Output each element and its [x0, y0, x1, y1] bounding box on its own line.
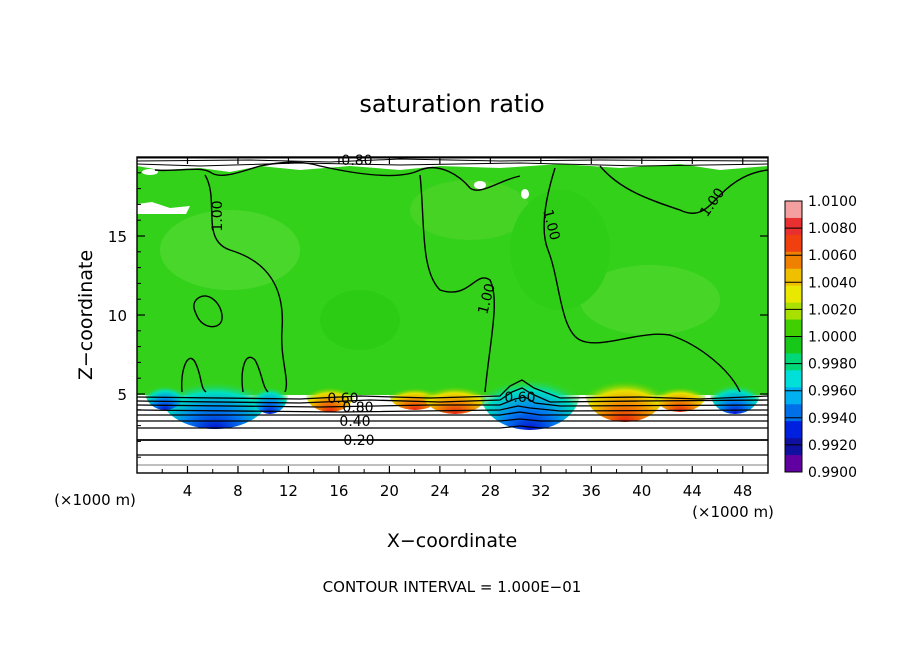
- contour-label: 1.00: [475, 282, 499, 316]
- contour-label: 0.60: [327, 391, 358, 407]
- y-tick-label: 5: [117, 386, 127, 404]
- colorbar-swatch: [785, 251, 802, 270]
- x-axis-unit-right: (×1000 m): [692, 503, 774, 521]
- x-tick-label: 40: [632, 482, 651, 500]
- colorbar-label: 0.9920: [808, 438, 857, 454]
- contour-label: 0.80: [341, 153, 372, 169]
- x-tick-label: 8: [233, 482, 243, 500]
- colorbar-swatch: [785, 234, 802, 253]
- colorbar-swatch: [785, 370, 802, 388]
- x-tick-label: 28: [481, 482, 500, 500]
- contour-label: 0.40: [339, 414, 370, 430]
- x-tick-label: 16: [329, 482, 348, 500]
- colorbar-swatch: [785, 217, 802, 236]
- unity-contours: [154, 161, 768, 393]
- colorbar-swatch: [785, 302, 802, 321]
- colorbar-label: 0.9940: [808, 411, 857, 427]
- colorbar-swatch: [785, 201, 802, 219]
- colorbar-label: 0.9900: [808, 465, 857, 481]
- colorbar-label: 1.0000: [808, 330, 857, 346]
- colorbar-swatch: [785, 387, 802, 405]
- colorbar-label: 1.0080: [808, 221, 857, 237]
- colorbar: 1.0100 1.0080 1.0060 1.0040 1.0020 1.0000 0.99…: [784, 194, 857, 481]
- plot-area: [137, 157, 768, 473]
- x-tick-label: 24: [430, 482, 449, 500]
- y-axis-ticks: 5 10 15: [108, 172, 768, 458]
- x-axis-unit-left: (×1000 m): [54, 491, 136, 509]
- colorbar-swatch: [785, 353, 802, 371]
- colorbar-swatch: [785, 319, 802, 337]
- x-tick-label: 48: [733, 482, 752, 500]
- contour-label: 0.60: [504, 390, 535, 406]
- top-boundary-contours: [137, 157, 768, 167]
- x-tick-label: 4: [183, 482, 193, 500]
- colorbar-label: 0.9980: [808, 357, 857, 373]
- colorbar-swatch: [785, 336, 802, 354]
- colorbar-swatch: [785, 421, 802, 439]
- colorbar-swatch: [785, 268, 802, 287]
- colorbar-swatch: [785, 438, 802, 456]
- y-axis-label: Z−coordinate: [75, 250, 97, 380]
- y-tick-label: 15: [108, 228, 127, 246]
- contour-label: 0.20: [343, 433, 374, 449]
- colorbar-label: 1.0020: [808, 302, 857, 318]
- colorbar-label: 0.9960: [808, 384, 857, 400]
- colorbar-label: 1.0040: [808, 275, 857, 291]
- colorbar-label: 1.0100: [808, 194, 857, 210]
- contour-label: 0.80: [342, 400, 373, 416]
- x-tick-label: 12: [279, 482, 298, 500]
- x-tick-label: 44: [683, 482, 702, 500]
- y-tick-label: 10: [108, 307, 127, 325]
- colorbar-label: 1.0060: [808, 248, 857, 264]
- x-axis-ticks: 4 8 12 16 20 24 28 32 36 40 44 48: [161, 157, 752, 500]
- contour-label: 1.00: [539, 208, 563, 242]
- colorbar-swatch: [785, 404, 802, 422]
- contour-interval-note: CONTOUR INTERVAL = 1.000E−01: [323, 578, 582, 596]
- colorbar-swatch: [785, 455, 802, 473]
- x-axis-label: X−coordinate: [387, 530, 517, 552]
- colorbar-swatch: [785, 285, 802, 304]
- chart-title: saturation ratio: [359, 90, 544, 118]
- x-tick-label: 36: [582, 482, 601, 500]
- contour-label: 1.00: [210, 200, 226, 231]
- x-tick-label: 20: [380, 482, 399, 500]
- x-tick-label: 32: [531, 482, 550, 500]
- lower-layer-contours: [137, 379, 768, 466]
